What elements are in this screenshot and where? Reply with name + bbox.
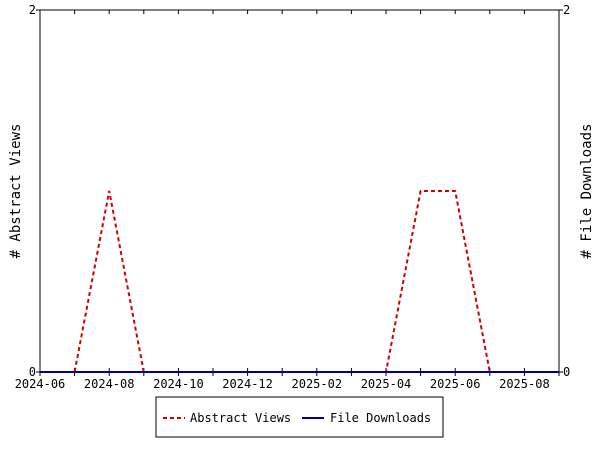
x-tick-label: 2024-08 [84,377,135,391]
x-tick-label: 2025-04 [361,377,412,391]
y-axis-left-label: # Abstract Views [8,124,24,259]
legend-label-file-downloads: File Downloads [330,411,431,425]
plot-area [39,9,560,373]
x-tick-label: 2024-06 [15,377,66,391]
series-line-abstract-views [40,190,559,373]
legend-box [155,396,444,438]
x-tick-label: 2024-10 [153,377,204,391]
series-layer [40,190,559,373]
x-axis: 2024-06 2024-08 2024-10 2024-12 2025-02 2025-… [15,10,560,391]
legend: Abstract Views File Downloads [155,396,444,438]
x-tick-label: 2024-12 [222,377,273,391]
y-right-tick-label: 0 [563,365,570,379]
legend-label-abstract-views: Abstract Views [190,411,291,425]
y-left-tick-label: 0 [29,365,36,379]
y-right-tick-label: 2 [563,3,570,17]
y-left-tick-label: 2 [29,3,36,17]
y-axis-right-label: # File Downloads [579,124,595,259]
x-tick-label: 2025-06 [430,377,481,391]
x-tick-label: 2025-02 [292,377,343,391]
x-tick-label: 2025-08 [499,377,550,391]
